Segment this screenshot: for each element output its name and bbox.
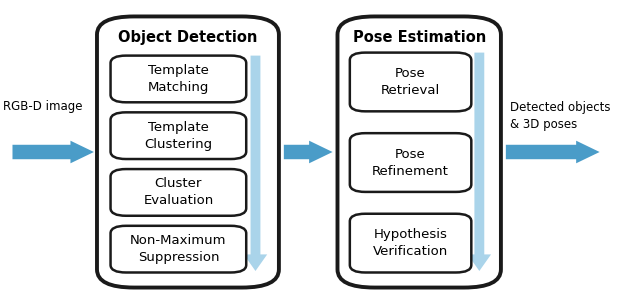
Text: Pose
Retrieval: Pose Retrieval	[381, 67, 440, 97]
Text: Pose
Refinement: Pose Refinement	[372, 147, 449, 178]
Polygon shape	[243, 56, 267, 271]
Text: Detected objects
& 3D poses: Detected objects & 3D poses	[510, 101, 611, 131]
Polygon shape	[506, 141, 600, 163]
Polygon shape	[13, 141, 94, 163]
Text: Pose Estimation: Pose Estimation	[353, 30, 486, 45]
FancyBboxPatch shape	[110, 56, 246, 102]
FancyBboxPatch shape	[350, 53, 471, 111]
Polygon shape	[284, 141, 333, 163]
FancyBboxPatch shape	[110, 169, 246, 216]
FancyBboxPatch shape	[97, 16, 279, 288]
Text: Object Detection: Object Detection	[119, 30, 257, 45]
FancyBboxPatch shape	[110, 226, 246, 272]
Text: Template
Clustering: Template Clustering	[145, 121, 212, 151]
FancyBboxPatch shape	[350, 133, 471, 192]
Text: Hypothesis
Verification: Hypothesis Verification	[373, 228, 448, 258]
Text: Cluster
Evaluation: Cluster Evaluation	[143, 178, 214, 207]
Text: RGB-D image: RGB-D image	[3, 100, 82, 113]
FancyBboxPatch shape	[350, 214, 471, 272]
FancyBboxPatch shape	[337, 16, 501, 288]
Text: Non-Maximum
Suppression: Non-Maximum Suppression	[130, 234, 226, 264]
Polygon shape	[468, 53, 491, 271]
Text: Template
Matching: Template Matching	[148, 64, 209, 94]
FancyBboxPatch shape	[110, 112, 246, 159]
